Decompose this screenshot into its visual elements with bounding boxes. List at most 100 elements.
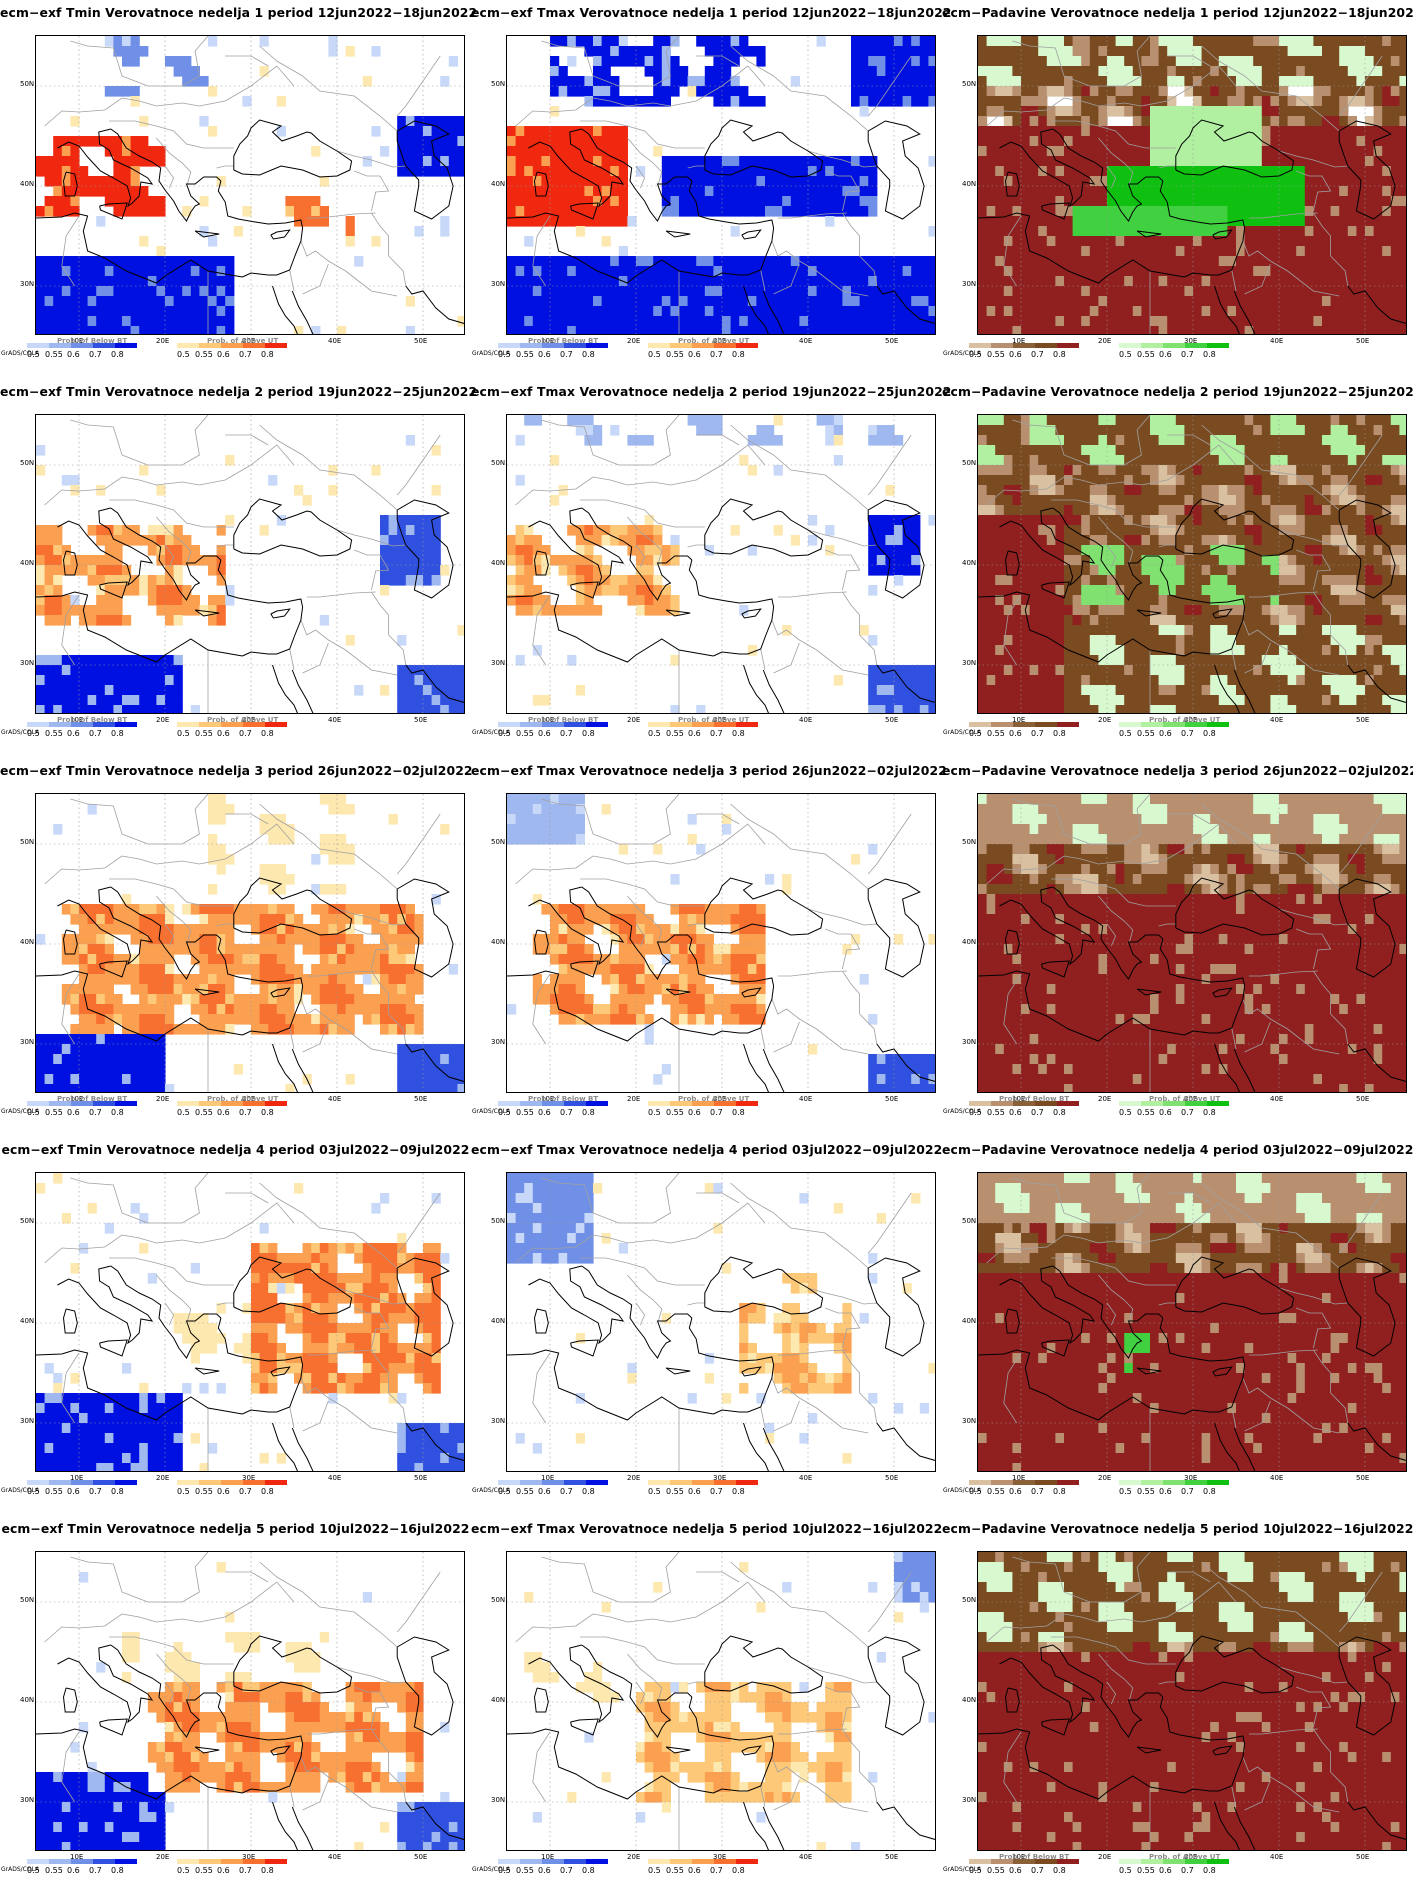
- probability-cell: [1029, 435, 1039, 446]
- probability-cell: [285, 196, 295, 207]
- probability-cell: [1279, 535, 1289, 546]
- probability-cell: [1304, 166, 1314, 177]
- probability-cell: [902, 306, 912, 317]
- probability-cell: [739, 316, 749, 327]
- probability-cell: [1382, 176, 1392, 187]
- probability-cell: [1279, 635, 1289, 646]
- probability-cell: [1064, 166, 1074, 177]
- probability-cell: [1072, 176, 1082, 187]
- probability-cell: [1330, 425, 1340, 436]
- probability-cell: [405, 685, 415, 696]
- probability-cell: [104, 186, 114, 197]
- probability-cell: [995, 525, 1005, 536]
- probability-cell: [1244, 485, 1254, 496]
- probability-cell: [851, 176, 861, 187]
- probability-cell: [1322, 46, 1332, 57]
- probability-cell: [1089, 296, 1099, 307]
- probability-cell: [541, 266, 551, 277]
- probability-cell: [1373, 495, 1383, 506]
- probability-cell: [550, 76, 560, 87]
- probability-cell: [986, 306, 996, 317]
- probability-cell: [397, 575, 407, 586]
- probability-cell: [147, 256, 157, 267]
- probability-cell: [70, 306, 80, 317]
- probability-cell: [765, 266, 775, 277]
- probability-cell: [104, 705, 114, 713]
- probability-cell: [1124, 625, 1134, 636]
- probability-cell: [593, 256, 603, 267]
- probability-cell: [156, 296, 166, 307]
- probability-cell: [876, 286, 886, 297]
- probability-cell: [1029, 146, 1039, 157]
- probability-cell: [130, 196, 140, 207]
- probability-cell: [610, 186, 620, 197]
- probability-cell: [1055, 465, 1065, 476]
- probability-cell: [558, 216, 568, 227]
- probability-cell: [1201, 96, 1211, 107]
- probability-cell: [1365, 36, 1375, 47]
- probability-cell: [1313, 475, 1323, 486]
- probability-cell: [575, 136, 585, 147]
- probability-cell: [457, 695, 464, 706]
- probability-cell: [1253, 535, 1263, 546]
- probability-cell: [575, 206, 585, 217]
- probability-cell: [1089, 535, 1099, 546]
- probability-cell: [1382, 625, 1392, 636]
- probability-cell: [1055, 615, 1065, 626]
- probability-cell: [1038, 635, 1048, 646]
- probability-cell: [986, 595, 996, 606]
- probability-cell: [636, 296, 646, 307]
- probability-cell: [765, 435, 775, 446]
- probability-cell: [1089, 625, 1099, 636]
- probability-cell: [1399, 46, 1406, 57]
- probability-cell: [1184, 226, 1194, 237]
- probability-cell: [1313, 425, 1323, 436]
- probability-cell: [1201, 585, 1211, 596]
- probability-cell: [1072, 86, 1082, 97]
- probability-cell: [1218, 585, 1228, 596]
- probability-cell: [1193, 166, 1203, 177]
- probability-cell: [1167, 605, 1177, 616]
- probability-cell: [1158, 535, 1168, 546]
- probability-cell: [147, 695, 157, 706]
- probability-cell: [1029, 226, 1039, 237]
- probability-cell: [156, 705, 166, 713]
- probability-cell: [1365, 76, 1375, 87]
- probability-cell: [1175, 525, 1185, 536]
- legend-swatch: [736, 722, 758, 727]
- probability-cell: [575, 226, 585, 237]
- probability-cell: [1115, 66, 1125, 77]
- legend-tick: 0.7: [239, 350, 252, 359]
- country-border: [777, 591, 847, 598]
- probability-cell: [1227, 206, 1237, 217]
- probability-cell: [1244, 415, 1254, 426]
- probability-cell: [36, 256, 46, 267]
- probability-cell: [808, 306, 818, 317]
- probability-cell: [53, 615, 63, 626]
- probability-cell: [928, 286, 935, 297]
- probability-cell: [747, 266, 757, 277]
- probability-cell: [593, 286, 603, 297]
- probability-cell: [1150, 36, 1160, 47]
- probability-cell: [1021, 555, 1031, 566]
- coastline: [665, 609, 691, 617]
- probability-cell: [1356, 276, 1366, 287]
- legend-tick: 0.7: [560, 350, 573, 359]
- probability-cell: [1089, 565, 1099, 576]
- probability-cell: [1296, 515, 1306, 526]
- probability-cell: [1081, 176, 1091, 187]
- probability-cell: [1373, 276, 1383, 287]
- probability-cell: [986, 485, 996, 496]
- probability-cell: [1132, 545, 1142, 556]
- probability-cell: [96, 296, 106, 307]
- probability-cell: [1373, 635, 1383, 646]
- probability-cells: [507, 415, 935, 713]
- probability-cell: [1029, 525, 1039, 536]
- probability-cell: [1382, 266, 1392, 277]
- probability-cell: [1313, 595, 1323, 606]
- legend-tick: 0.8: [111, 729, 124, 738]
- probability-cell: [978, 236, 988, 247]
- probability-cell: [1339, 306, 1349, 317]
- probability-cell: [986, 625, 996, 636]
- coastline: [704, 119, 824, 178]
